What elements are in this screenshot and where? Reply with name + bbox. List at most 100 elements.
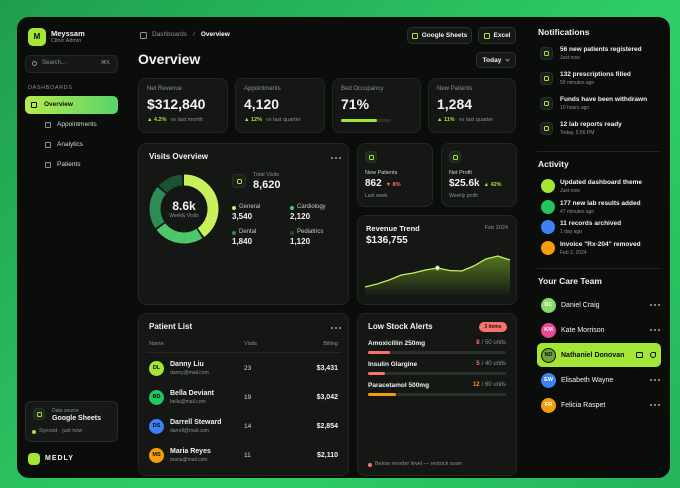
avatar-initials: KM bbox=[544, 327, 553, 333]
notification-text: Funds have been withdrawn bbox=[560, 96, 648, 103]
logo bbox=[28, 28, 46, 46]
nav-item-active[interactable] bbox=[25, 96, 118, 114]
delta: ▲ 4.2% bbox=[147, 117, 167, 123]
more-button[interactable] bbox=[649, 403, 661, 407]
icon-glyph bbox=[452, 154, 458, 160]
notification-text: 132 prescriptions filled bbox=[560, 71, 631, 78]
patient-email: danny@mail.com bbox=[170, 370, 209, 376]
member-name: Daniel Craig bbox=[561, 302, 600, 309]
nav-label: Overview bbox=[44, 101, 73, 108]
data-source-card bbox=[25, 401, 118, 442]
kpi-card bbox=[235, 78, 325, 133]
breadcrumb-item: Overview bbox=[200, 31, 230, 38]
activity-dot bbox=[541, 199, 555, 214]
page-title: Overview bbox=[138, 51, 201, 67]
column-header: Visits bbox=[244, 341, 258, 347]
kpi-card bbox=[332, 78, 421, 133]
patient-billing: $3,042 bbox=[316, 394, 338, 401]
card-title: Revenue Trend bbox=[366, 224, 420, 233]
section-title: Your Care Team bbox=[538, 276, 602, 286]
nav-icon bbox=[45, 142, 51, 148]
icon bbox=[232, 174, 246, 188]
icon bbox=[449, 151, 461, 163]
nav-icon bbox=[31, 102, 37, 108]
stock-fill bbox=[368, 372, 386, 375]
avatar bbox=[149, 361, 164, 376]
icon bbox=[33, 408, 45, 420]
stock-track bbox=[368, 393, 506, 396]
legend-value: 1,840 bbox=[232, 237, 253, 246]
item-capacity: / 40 units bbox=[481, 361, 506, 367]
kpi-value: $312,840 bbox=[147, 96, 206, 112]
divider bbox=[537, 268, 661, 269]
donut-segment bbox=[149, 174, 219, 244]
item-level: 12/ 60 units bbox=[386, 382, 506, 388]
patient-billing: $3,431 bbox=[316, 365, 338, 372]
delta-note: vs last quarter bbox=[265, 117, 301, 123]
card-title: Visits Overview bbox=[149, 152, 208, 161]
activity-time: Just now bbox=[560, 188, 580, 194]
activity-time: 47 minutes ago bbox=[560, 208, 595, 215]
avatar bbox=[541, 373, 556, 388]
divider bbox=[537, 151, 661, 152]
icon bbox=[365, 151, 377, 163]
member-name: Felicia Raspet bbox=[561, 402, 606, 409]
patient-name: Bella Deviant bbox=[170, 390, 214, 397]
range-label: Today bbox=[482, 56, 502, 64]
donut-segment bbox=[149, 174, 219, 244]
activity-time: 1 day ago bbox=[560, 229, 582, 235]
icon-glyph bbox=[544, 51, 549, 56]
range-dropdown[interactable]: Today bbox=[476, 52, 516, 68]
section-label: DASHBOARDS bbox=[28, 85, 73, 91]
card-title: Patient List bbox=[149, 322, 193, 331]
data-source-status: Synced · just now bbox=[39, 428, 83, 434]
team-member-active[interactable] bbox=[537, 343, 661, 367]
stat-value-row: $25.6k ▲ 42% bbox=[449, 178, 502, 189]
notification-time: Today, 5:56 PM bbox=[560, 130, 595, 136]
more-button[interactable] bbox=[330, 326, 342, 330]
chevron bbox=[505, 56, 510, 62]
trend-area bbox=[365, 256, 510, 295]
legend-value: 2,120 bbox=[290, 212, 311, 221]
avatar-initials: DS bbox=[152, 423, 161, 429]
avatar-initials: EW bbox=[544, 377, 553, 383]
more-button[interactable] bbox=[649, 378, 661, 382]
search-shortcut: ⌘K bbox=[100, 60, 110, 66]
stat-delta: ▲ 42% bbox=[483, 182, 502, 188]
more-button[interactable] bbox=[330, 156, 342, 160]
breadcrumb-icon bbox=[140, 32, 147, 39]
activity-dot bbox=[541, 220, 555, 234]
kpi-card bbox=[138, 78, 228, 133]
search-box[interactable] bbox=[25, 55, 118, 73]
export-button[interactable]: Excel bbox=[478, 27, 516, 44]
activity-text: 11 records archived bbox=[560, 220, 622, 227]
stat-value: 862 bbox=[365, 178, 382, 189]
patient-name: Darrell Steward bbox=[170, 419, 222, 426]
notification-time: 10 hours ago bbox=[560, 105, 590, 111]
more-button[interactable] bbox=[649, 303, 661, 307]
icon-glyph bbox=[544, 101, 549, 106]
section-title: Notifications bbox=[538, 27, 590, 37]
avatar bbox=[149, 419, 164, 434]
patient-email: maria@mail.com bbox=[170, 457, 208, 463]
legend-value: 3,540 bbox=[232, 212, 253, 221]
donut-chart bbox=[149, 174, 219, 244]
brand-name: MEDLY bbox=[45, 455, 74, 462]
legend-label: Cardiology bbox=[297, 204, 326, 210]
revenue-period: Feb 2024 bbox=[484, 225, 508, 231]
patient-card bbox=[138, 313, 349, 476]
activity-text: 177 new lab results added bbox=[560, 199, 641, 207]
item-level: 5/ 40 units bbox=[386, 361, 506, 367]
kpi-label: New Patients bbox=[437, 86, 473, 92]
call-button[interactable] bbox=[650, 352, 656, 358]
patient-visits: 19 bbox=[244, 394, 252, 401]
message-button[interactable] bbox=[636, 352, 643, 358]
export-button[interactable]: Google Sheets bbox=[407, 27, 472, 44]
avatar bbox=[541, 398, 556, 413]
button-icon bbox=[483, 32, 490, 39]
kpi-value: 71% bbox=[341, 96, 370, 112]
avatar bbox=[149, 448, 164, 463]
more-button[interactable] bbox=[649, 328, 661, 332]
brand-logo bbox=[28, 453, 40, 465]
item-stock: 12 bbox=[472, 382, 480, 388]
